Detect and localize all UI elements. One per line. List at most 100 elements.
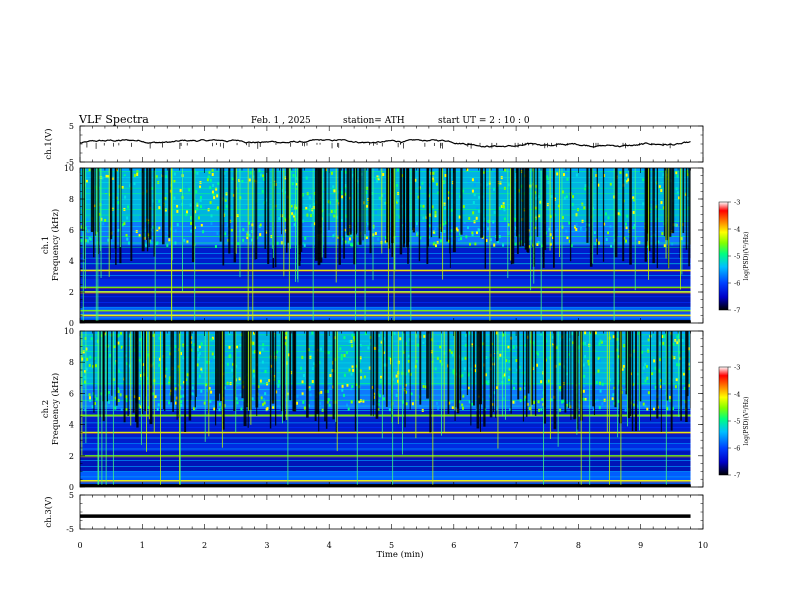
- spec-cell: [605, 176, 608, 180]
- x-axis-label: Time (min): [376, 549, 423, 560]
- spec-cell: [541, 398, 544, 402]
- spec-cell: [291, 182, 294, 186]
- spec-cell: [624, 179, 627, 183]
- spec-cell: [327, 398, 330, 402]
- spec-cell: [613, 238, 616, 242]
- spec-cell: [558, 386, 561, 390]
- spec-dropout: [430, 168, 433, 238]
- spec-cell: [528, 237, 531, 241]
- spec-cell: [209, 399, 212, 403]
- spec-cell: [597, 369, 600, 373]
- spec-dropout: [495, 331, 497, 418]
- spec-cell: [476, 206, 479, 210]
- spec-cell: [151, 236, 154, 240]
- spec-cell: [632, 210, 635, 214]
- spec-cell: [469, 331, 472, 335]
- ch2-spectrogram-ylabel-line2: Frequency (kHz): [50, 373, 61, 445]
- spec-cell: [88, 396, 91, 400]
- spec-dropout: [233, 331, 236, 411]
- spec-cell: [309, 204, 312, 208]
- spec-cell: [236, 383, 239, 387]
- spec-cell: [365, 190, 368, 194]
- spec-cell: [213, 407, 216, 411]
- spec-cell: [493, 243, 496, 247]
- spec-cell: [152, 333, 155, 337]
- spec-cell: [459, 232, 462, 236]
- spec-dropout: [281, 168, 283, 235]
- spec-cell: [340, 354, 343, 358]
- spec-cell: [376, 180, 379, 184]
- spec-cell: [133, 182, 136, 186]
- spec-cell: [528, 407, 531, 411]
- spec-cell: [311, 380, 314, 384]
- spec-dropout: [682, 168, 685, 233]
- spec-cell: [87, 175, 90, 179]
- spec-dropout: [685, 168, 688, 250]
- spec-dropout: [391, 168, 394, 258]
- spec-cell: [228, 345, 231, 349]
- spec-dropout: [412, 168, 414, 231]
- ch1-spectrogram-ylabel-line1: ch.1: [41, 236, 51, 254]
- spec-cell: [635, 236, 638, 240]
- spec-cell: [662, 173, 665, 177]
- spec-cell: [625, 239, 628, 243]
- spec-cell: [644, 362, 647, 366]
- spec-cell: [237, 174, 240, 178]
- ch2-spectrogram-image: [80, 331, 703, 487]
- spec-cell: [185, 378, 188, 382]
- spec-cell: [461, 373, 464, 377]
- ch1-waveform-line: [79, 139, 691, 148]
- spec-cell: [308, 196, 311, 200]
- spec-cell: [225, 352, 228, 356]
- spec-cell: [146, 377, 149, 381]
- spec-cell: [393, 343, 396, 347]
- spec-cell: [658, 333, 661, 337]
- spec-dropout: [495, 168, 499, 242]
- spec-cell: [305, 206, 308, 210]
- spec-dropout: [543, 331, 546, 408]
- spec-layer: [80, 334, 691, 386]
- spec-cell: [209, 369, 212, 373]
- spec-cell: [672, 342, 675, 346]
- spec-dropout: [196, 331, 197, 398]
- spec-cell: [465, 333, 468, 337]
- spec-cell: [594, 207, 597, 211]
- spec-cell: [209, 186, 212, 190]
- spec-cell: [208, 170, 211, 174]
- spec-cell: [310, 213, 313, 217]
- spec-cell: [174, 387, 177, 391]
- spec-cell: [417, 343, 420, 347]
- spec-cell: [340, 218, 343, 222]
- spec-dropout: [162, 168, 165, 245]
- spec-dropout: [318, 331, 320, 432]
- spec-cell: [252, 350, 255, 354]
- spec-cell: [270, 370, 273, 374]
- spec-cell: [82, 350, 85, 354]
- spec-cell: [558, 362, 561, 366]
- spec-cell: [236, 345, 239, 349]
- spec-dropout: [97, 168, 100, 255]
- spec-cell: [582, 389, 585, 393]
- spec-cell: [502, 243, 505, 247]
- spec-cell: [632, 403, 635, 407]
- spec-cell: [646, 334, 649, 338]
- spec-cell: [575, 173, 578, 177]
- spec-cell: [541, 219, 544, 223]
- spec-cell: [334, 191, 337, 195]
- spec-cell: [343, 336, 346, 340]
- spec-cell: [462, 205, 465, 209]
- spec-cell: [467, 373, 470, 377]
- spec-cell: [262, 403, 265, 407]
- spec-cell: [127, 335, 130, 339]
- spec-dropout: [191, 168, 195, 263]
- spec-cell: [423, 334, 426, 338]
- spec-cell: [509, 407, 512, 411]
- spec-dropout: [489, 331, 493, 418]
- spec-cell: [538, 214, 541, 218]
- spec-cell: [394, 362, 397, 366]
- spec-cell: [202, 230, 205, 234]
- spec-cell: [347, 240, 350, 244]
- spec-cell: [273, 334, 276, 338]
- spec-cell: [424, 188, 427, 192]
- spec-cell: [107, 400, 110, 404]
